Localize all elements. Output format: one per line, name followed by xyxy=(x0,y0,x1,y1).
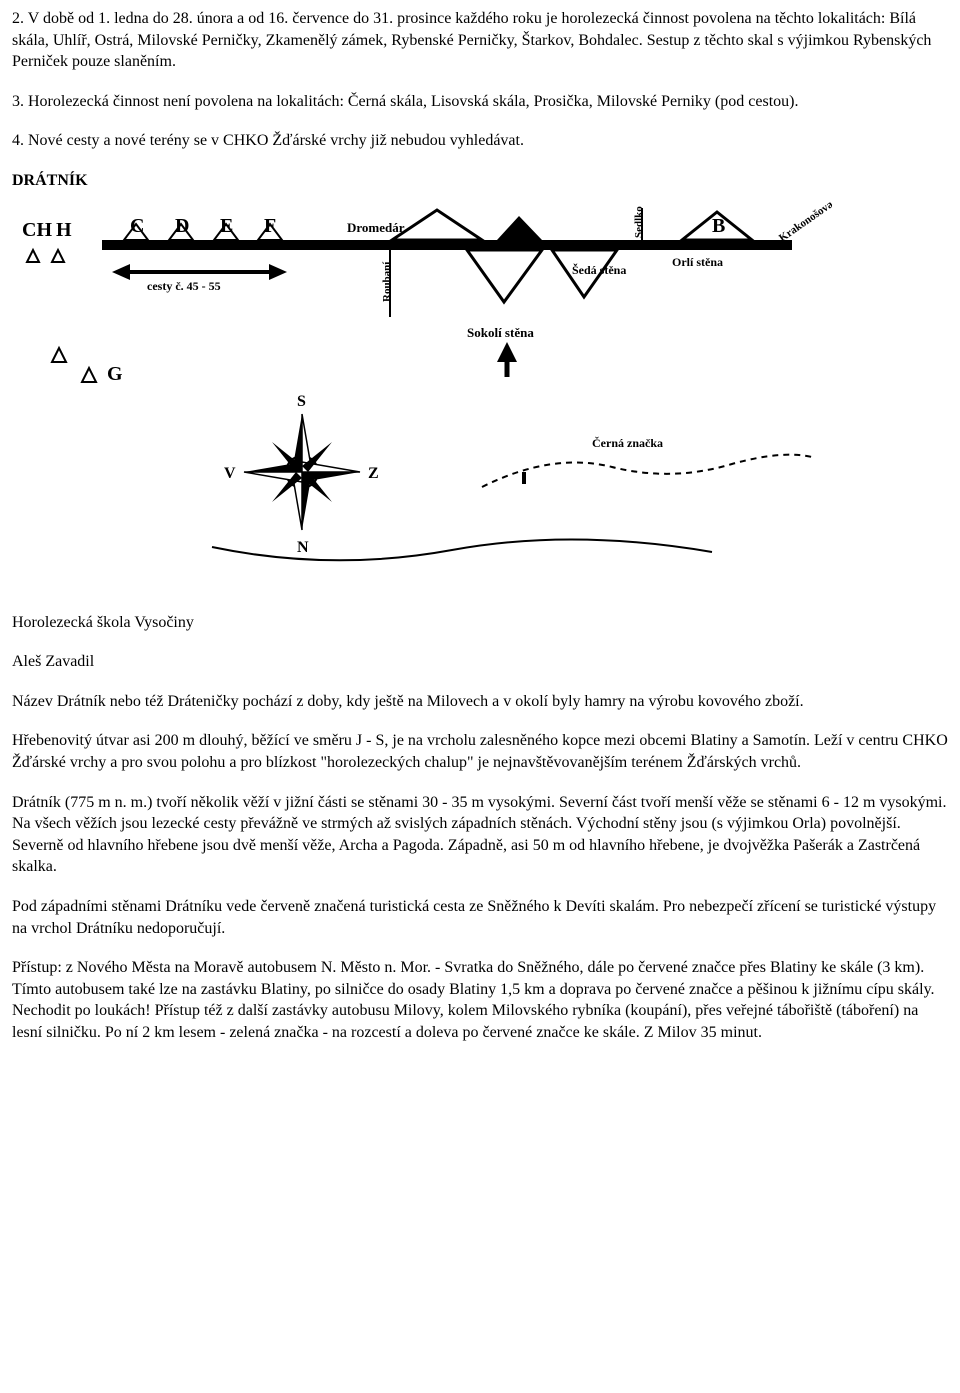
paragraph-2: 2. V době od 1. ledna do 28. února a od … xyxy=(12,8,948,73)
diagram-svg: CH H C D E F A B Dromedár Šedá stěna Sed… xyxy=(12,202,832,572)
label-sedlko: Sedlko xyxy=(633,205,645,237)
dratnik-diagram: CH H C D E F A B Dromedár Šedá stěna Sed… xyxy=(12,202,948,572)
sokol-arrow-head xyxy=(497,342,517,362)
label-H: H xyxy=(56,219,72,241)
compass-v: V xyxy=(224,465,236,482)
paragraph-9: Pod západními stěnami Drátníku vede červ… xyxy=(12,896,948,939)
label-G: G xyxy=(107,363,123,385)
tri-g2 xyxy=(82,368,96,382)
paragraph-7: Hřebenovitý útvar asi 200 m dlouhý, běží… xyxy=(12,730,948,773)
label-dromedar: Dromedár xyxy=(347,220,405,235)
tri-seda xyxy=(467,250,542,302)
label-sedastena: Šedá stěna xyxy=(572,263,626,277)
label-rodbani: Roubaní xyxy=(381,260,393,301)
tri-a-top xyxy=(497,216,542,240)
trail-tick xyxy=(522,472,526,484)
label-sokolstena: Sokolí stěna xyxy=(467,325,534,340)
tri-dromedar xyxy=(392,210,482,240)
tri-g1 xyxy=(52,348,66,362)
paragraph-6: Název Drátník nebo též Dráteničky pocház… xyxy=(12,691,948,713)
label-CH: CH xyxy=(22,219,52,241)
paragraph-4: 4. Nové cesty a nové terény se v CHKO Žď… xyxy=(12,130,948,152)
bottom-wave xyxy=(212,539,712,560)
tri-ch xyxy=(27,250,39,262)
heading-dratnik: DRÁTNÍK xyxy=(12,170,948,192)
label-orlistena: Orlí stěna xyxy=(672,255,723,269)
trail-path xyxy=(482,454,812,486)
compass-s: S xyxy=(297,393,306,410)
paragraph-author: Aleš Zavadil xyxy=(12,651,948,673)
paragraph-10: Přístup: z Nového Města na Moravě autobu… xyxy=(12,957,948,1043)
compass-z: Z xyxy=(368,465,379,482)
cesty-arrow-r xyxy=(269,264,287,280)
paragraph-8: Drátník (775 m n. m.) tvoří několik věží… xyxy=(12,792,948,878)
paragraph-school: Horolezecká škola Vysočiny xyxy=(12,612,948,634)
label-F: F xyxy=(264,215,276,237)
label-cerna: Černá značka xyxy=(592,436,663,450)
compass-rose: N S V Z xyxy=(224,393,379,556)
cesty-arrow-l xyxy=(112,264,130,280)
tri-h xyxy=(52,250,64,262)
label-cesty: cesty č. 45 - 55 xyxy=(147,279,221,293)
paragraph-3: 3. Horolezecká činnost není povolena na … xyxy=(12,91,948,113)
label-krakono: Krakonošova zahrádka xyxy=(777,202,832,244)
compass-n: N xyxy=(297,539,309,556)
